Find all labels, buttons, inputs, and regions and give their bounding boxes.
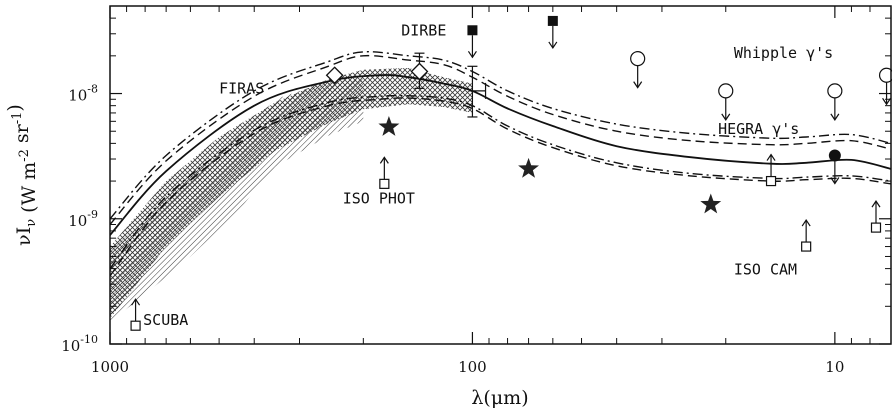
lower-limit-square xyxy=(765,175,777,187)
lower-limit-square xyxy=(379,178,390,189)
annotation-label: Whipple γ's xyxy=(734,44,833,62)
whipple-upper-limit-arrow-head xyxy=(830,113,840,121)
dirbe-diamond xyxy=(325,66,344,85)
lower-limit-square xyxy=(870,222,882,233)
x-tick-label: 100 xyxy=(458,358,487,376)
annotation-label: ISO CAM xyxy=(734,260,797,278)
data-markers xyxy=(130,15,892,331)
model-curves xyxy=(110,51,891,277)
shaded-region-hatch xyxy=(110,79,364,322)
curve-dash-dot xyxy=(110,94,891,270)
annotation-label: SCUBA xyxy=(143,311,188,329)
lower-limit-square xyxy=(801,241,812,252)
whipple-upper-limit-circle xyxy=(718,83,734,99)
dirbe-upper-limit-square xyxy=(467,25,478,36)
x-axis-title: λ(μm) xyxy=(471,387,528,409)
x-tick-label: 10 xyxy=(825,358,844,376)
whipple-upper-limit-arrow-head xyxy=(882,97,892,106)
lower-limit-arrow-head xyxy=(766,153,776,161)
shaded-regions xyxy=(110,68,473,322)
annotation-label: DIRBE xyxy=(401,21,446,39)
curve-solid xyxy=(110,74,891,236)
axis-ticks: 1000 100 10 10-10 10-9 10-8 xyxy=(61,5,892,376)
shaded-region-crosshatch xyxy=(110,68,473,319)
whipple-upper-limit-arrow-head xyxy=(633,81,643,89)
dirbe-upper-limit-arrow-head xyxy=(548,41,558,50)
y-tick-label: 10-9 xyxy=(68,208,98,230)
y-axis-title: νIν (W m-2 sr-1) xyxy=(4,104,40,246)
annotations: DIRBE FIRAS Whipple γ's HEGRA γ's ISO PHOT IS… xyxy=(143,21,833,329)
whipple-upper-limit-circle xyxy=(630,51,646,67)
lower-limit-arrow-head xyxy=(801,218,811,227)
dirbe-upper-limit-arrow-head xyxy=(467,50,477,59)
hegra-upper-limit-circle xyxy=(828,149,841,162)
lower-limit-square xyxy=(130,320,141,331)
annotation-label: FIRAS xyxy=(219,79,264,97)
whipple-upper-limit-circle xyxy=(827,83,843,99)
y-tick-label: 10-10 xyxy=(61,333,98,355)
curve-dashed xyxy=(110,54,891,225)
y-tick-label: 10-8 xyxy=(68,83,98,105)
dirbe-upper-limit-square xyxy=(547,15,558,26)
lower-limit-arrow-head xyxy=(871,200,881,208)
dirbe-diamond xyxy=(410,62,429,81)
x-tick-label: 1000 xyxy=(91,358,129,376)
plot-frame xyxy=(109,5,892,345)
whipple-upper-limit-circle xyxy=(878,67,892,83)
whipple-upper-limit-arrow-head xyxy=(721,113,731,121)
star-marker xyxy=(700,193,722,214)
star-marker xyxy=(378,116,400,136)
curve-dashed xyxy=(110,97,891,277)
curve-dash-dot xyxy=(110,51,891,220)
hegra-upper-limit-arrow-head xyxy=(830,177,840,185)
lower-limit-arrow-head xyxy=(379,156,389,164)
star-marker xyxy=(518,157,539,178)
annotation-label: ISO PHOT xyxy=(343,190,415,208)
annotation-label: HEGRA γ's xyxy=(718,120,799,138)
lower-limit-arrow-head xyxy=(131,298,141,306)
